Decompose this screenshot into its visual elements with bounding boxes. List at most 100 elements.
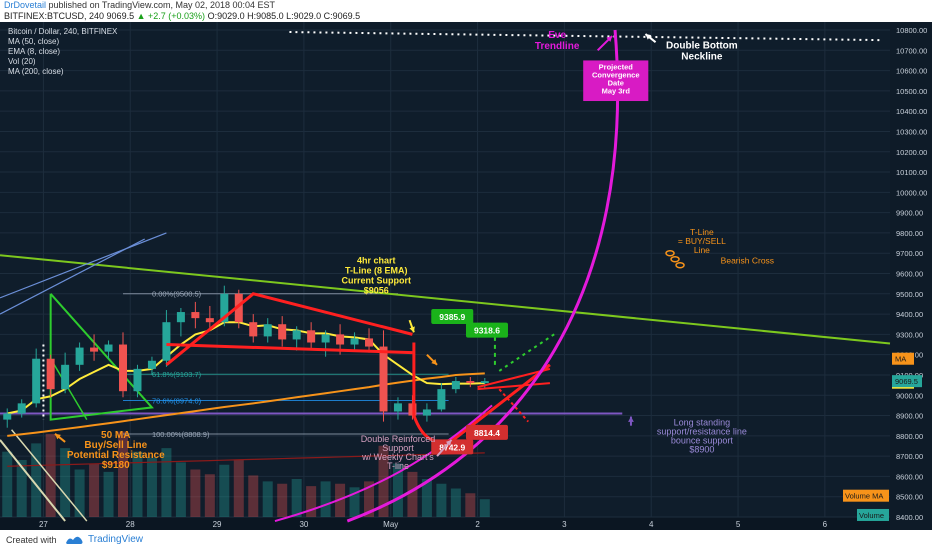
blue-trendline bbox=[0, 238, 145, 315]
volume-bar bbox=[118, 431, 129, 517]
red-pennant-upper bbox=[477, 367, 551, 389]
red-cup bbox=[412, 342, 551, 444]
candle-body bbox=[451, 381, 460, 390]
price-tick-label: 8700.00 bbox=[896, 452, 923, 461]
volume-bar bbox=[132, 451, 143, 517]
price-tick-label: 10800.00 bbox=[896, 26, 927, 35]
volume-ma-tag: Volume MA bbox=[843, 489, 889, 502]
price-box-bg bbox=[465, 322, 508, 338]
price-tick-label: 10400.00 bbox=[896, 107, 927, 116]
price-box-label: 8742.9 bbox=[439, 442, 465, 452]
ma50-resistance-label-line: $9180 bbox=[102, 460, 130, 471]
volume-bar bbox=[190, 469, 201, 517]
volume-ma-tag-text: Volume MA bbox=[845, 492, 883, 501]
time-tick-label: 4 bbox=[649, 520, 654, 529]
symbol-line: BITFINEX:BTCUSD, 240 9069.5 ▲ +2.7 (+0.0… bbox=[4, 11, 360, 22]
created-with-text: Created with bbox=[6, 535, 57, 545]
volume-bar bbox=[74, 469, 85, 517]
chain-link bbox=[670, 255, 680, 263]
footer: Created with TradingView bbox=[0, 530, 932, 550]
candle-body bbox=[365, 338, 374, 347]
candle-body bbox=[234, 293, 243, 323]
ma50-resistance-label-line: 50 MA bbox=[101, 430, 130, 441]
price-tick-label: 10100.00 bbox=[896, 168, 927, 177]
candle-body bbox=[119, 344, 128, 392]
price-tick-label: 10500.00 bbox=[896, 87, 927, 96]
time-tick-label: 29 bbox=[213, 520, 222, 529]
price-tick-label: 10700.00 bbox=[896, 46, 927, 55]
long-support-label-line: support/resistance line bbox=[657, 427, 747, 437]
price-axis-area bbox=[890, 22, 932, 530]
volume-bar bbox=[248, 475, 259, 517]
price-axis-tag-text: 9069.5 bbox=[895, 377, 918, 386]
long-support-label-line: Long standing bbox=[674, 418, 731, 428]
time-tick-label: 28 bbox=[126, 520, 135, 529]
projected-convergence-text: May 3rd bbox=[602, 86, 631, 95]
candle-body bbox=[61, 364, 70, 390]
blue-trendline bbox=[0, 232, 167, 299]
price-tick-label: 8600.00 bbox=[896, 472, 923, 481]
ohlc-values: O:9029.0 H:9085.0 L:9029.0 C:9069.5 bbox=[207, 11, 361, 21]
candle-body bbox=[205, 318, 214, 323]
volume-bar bbox=[320, 481, 331, 517]
time-tick-label: 27 bbox=[39, 520, 48, 529]
candle-body bbox=[249, 322, 258, 337]
tradingview-brand[interactable]: TradingView bbox=[88, 534, 144, 545]
publish-header: DrDovetail published on TradingView.com,… bbox=[0, 0, 932, 22]
eve-arrow-head bbox=[606, 36, 613, 42]
neckline-label-line: Neckline bbox=[681, 51, 723, 62]
projected-convergence-bg bbox=[583, 60, 649, 102]
ma50-resistance-label-line: Potential Resistance bbox=[67, 450, 165, 461]
candle-body bbox=[466, 381, 475, 384]
tline-label-line: Line bbox=[694, 245, 710, 255]
volume-ma-tag-bg bbox=[843, 489, 889, 502]
long-support-label-line: bounce support bbox=[671, 436, 734, 446]
price-box-bg bbox=[431, 308, 474, 324]
projected-convergence-text: Date bbox=[608, 78, 624, 87]
chain-link bbox=[675, 261, 685, 269]
time-tick-label: 3 bbox=[562, 520, 567, 529]
price-axis-tag-bg bbox=[892, 375, 922, 388]
eve-trendline bbox=[346, 29, 620, 523]
price-tick-label: 10600.00 bbox=[896, 67, 927, 76]
price-box-label: 9318.6 bbox=[474, 326, 500, 336]
candle-body bbox=[17, 403, 26, 414]
time-tick-label: 5 bbox=[736, 520, 741, 529]
double-support-label-line: Support bbox=[382, 443, 414, 453]
ema8-line bbox=[7, 321, 485, 415]
price-chart[interactable]: 8400.00 8500.00 8600.00 8700.00 8800.00 8900.… bbox=[0, 22, 932, 530]
volume-bar bbox=[291, 479, 302, 517]
price-box-label: 9385.9 bbox=[439, 312, 465, 322]
neckline-arrow-head bbox=[645, 34, 652, 40]
candle-body bbox=[32, 358, 41, 404]
double-support-label-line: w/ Weekly Chart's bbox=[361, 452, 434, 462]
price-tick-label: 9700.00 bbox=[896, 249, 923, 258]
volume-bar bbox=[204, 474, 215, 517]
candle-body bbox=[292, 330, 301, 340]
candle-body bbox=[75, 347, 84, 365]
symbol-text: BITFINEX:BTCUSD, 240 bbox=[4, 11, 105, 21]
legend-ma50: MA (50, close) bbox=[8, 37, 59, 46]
tline-label-line: = BUY/SELL bbox=[678, 236, 726, 246]
candle-body bbox=[90, 347, 99, 352]
tline-arrow-head bbox=[409, 326, 415, 333]
ma50-resistance-label-line: Buy/Sell Line bbox=[84, 440, 147, 451]
volume-bar bbox=[60, 448, 71, 517]
fib-level-label: 61.8%(9103.7) bbox=[152, 370, 202, 379]
author-link[interactable]: DrDovetail bbox=[4, 0, 47, 10]
candle-body bbox=[191, 312, 200, 319]
fib-level-label: 100.00%(8808.9) bbox=[152, 430, 210, 439]
volume-tag-bg bbox=[857, 508, 889, 521]
eve-trendline-label-line: Eve bbox=[548, 30, 566, 41]
bearish-cross-label: Bearish Cross bbox=[721, 255, 774, 265]
red-wedge-mid bbox=[166, 343, 413, 355]
tline-support-label-line: 4hr chart bbox=[357, 255, 396, 265]
volume-bar bbox=[277, 483, 288, 517]
candle-body bbox=[162, 322, 171, 361]
